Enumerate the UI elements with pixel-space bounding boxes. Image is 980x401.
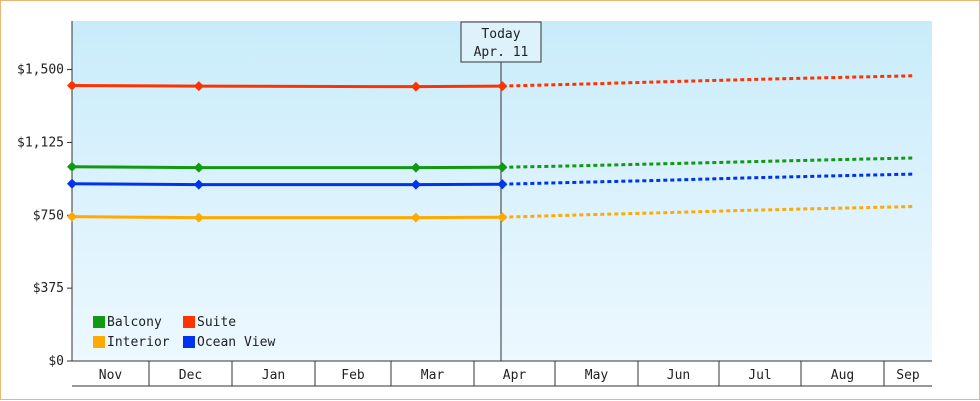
data-point-ocean-view [497,179,508,190]
forecast-line-ocean-view [502,172,913,186]
month-label: Sep [896,368,920,383]
y-tick-label: $0 [48,354,64,369]
series-line-balcony [71,165,503,170]
y-tick-label: $1,500 [17,63,64,78]
today-label: Today [481,27,520,42]
month-label: Jul [748,368,771,383]
data-point-balcony [193,162,204,173]
data-point-interior [67,211,77,222]
data-point-ocean-view [410,179,421,190]
series-line-suite [71,84,503,89]
y-axis-ticks: $0 $375 $750 $1,125 $1,500 [17,21,73,369]
data-point-balcony [497,162,508,173]
data-point-suite [497,81,508,92]
data-point-suite [67,80,77,91]
month-label: Feb [341,368,365,383]
today-date: Apr. 11 [474,45,529,60]
month-label: Jan [262,368,285,383]
series-line-ocean-view [71,182,503,187]
legend-label-balcony: Balcony [107,315,162,330]
data-point-ocean-view [67,178,77,189]
data-point-balcony [410,162,421,173]
series-lines [67,74,913,223]
legend-swatch-suite [183,316,195,328]
data-point-suite [193,81,204,92]
forecast-line-balcony [502,156,913,169]
data-point-ocean-view [193,179,204,190]
data-point-balcony [67,161,77,172]
legend-swatch-ocean-view [183,336,195,348]
x-axis: Nov Dec Jan Feb Mar Apr May Jun Jul Aug Sep [72,360,932,387]
plot-background [72,21,932,361]
data-point-suite [410,81,421,92]
forecast-line-suite [502,74,913,88]
month-label: Dec [179,368,202,383]
forecast-line-interior [502,205,913,219]
legend-swatch-interior [93,336,105,348]
legend: Balcony Suite Interior Ocean View [93,315,275,350]
month-label: Mar [421,368,445,383]
legend-label-interior: Interior [107,335,170,350]
y-tick-label: $1,125 [17,135,64,150]
month-label: Aug [831,368,854,383]
today-marker: Today Apr. 11 [460,21,542,361]
y-tick-label: $375 [33,281,64,296]
legend-swatch-balcony [93,316,105,328]
y-tick-label: $750 [33,208,64,223]
legend-label-ocean-view: Ocean View [197,335,275,350]
today-box [460,21,542,63]
data-point-interior [410,212,421,223]
legend-label-suite: Suite [197,315,236,330]
data-point-interior [193,212,204,223]
month-label: Nov [99,368,123,383]
series-line-interior [71,215,503,220]
month-label: Jun [667,368,690,383]
month-label: Apr [503,368,527,383]
data-point-interior [497,212,508,223]
month-label: May [585,368,609,383]
